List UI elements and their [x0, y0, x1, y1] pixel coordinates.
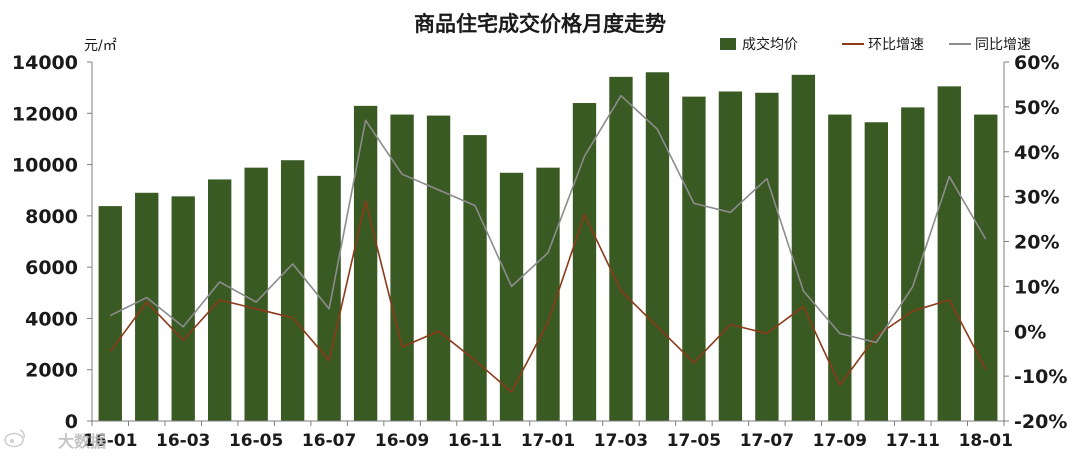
watermark: 大数据: [4, 429, 106, 451]
x-tick-label: 16-11: [448, 431, 502, 451]
y-tick-label: 6000: [25, 257, 78, 279]
bar: [718, 91, 743, 422]
y-tick-label: 8000: [25, 206, 78, 228]
bar: [463, 135, 487, 421]
y-axis-unit: 元/㎡: [84, 38, 117, 54]
x-tick-label: 16-01: [83, 431, 137, 451]
x-tick-label: 18-01: [959, 431, 1013, 451]
watermark-text: 大数据: [58, 432, 106, 451]
bar: [98, 206, 122, 421]
bar: [937, 86, 961, 422]
x-tick-label: 17-07: [740, 431, 794, 451]
y-tick-label: 14000: [12, 52, 78, 74]
y-tick-label: 10000: [12, 155, 78, 177]
x-tick-label: 17-05: [667, 431, 721, 451]
bar: [244, 167, 268, 421]
legend-label: 成交均价: [742, 36, 798, 53]
y2-tick-label: -20%: [1014, 411, 1067, 433]
legend: 成交均价 环比增速 同比增速: [720, 36, 1031, 53]
bar: [353, 105, 378, 421]
bar: [755, 92, 779, 422]
bar: [901, 107, 925, 421]
bar: [609, 76, 633, 422]
x-tick-label: 17-09: [813, 431, 867, 451]
legend-label: 同比增速: [975, 37, 1031, 53]
y2-tick-label: 30%: [1014, 187, 1059, 209]
y-tick-label: 2000: [25, 360, 78, 382]
y-tick-label: 4000: [25, 308, 78, 330]
y2-tick-label: 10%: [1014, 276, 1059, 298]
line-mom-series: [109, 200, 987, 393]
line-series: [109, 94, 987, 393]
bar: [499, 172, 524, 421]
bar: [171, 196, 195, 421]
line-yoy-series: [109, 94, 987, 344]
axes: 0 2000 4000 6000 8000 10000 12000 14000 -20% -10%…: [12, 52, 1067, 451]
x-tick-label: 16-09: [375, 431, 429, 451]
y2-tick-label: 40%: [1014, 142, 1059, 164]
legend-swatch: [720, 38, 736, 50]
bar: [317, 175, 341, 421]
x-tick-label: 17-01: [521, 431, 575, 451]
bar: [426, 115, 451, 421]
y2-tick-label: 0%: [1014, 321, 1046, 343]
bar: [645, 72, 670, 421]
bar: [828, 114, 852, 421]
bar: [536, 167, 560, 421]
y-tick-label: 12000: [12, 103, 78, 125]
x-tick-label: 16-05: [229, 431, 283, 451]
bar: [572, 103, 597, 421]
x-tick-label: 16-03: [156, 431, 210, 451]
y2-tick-label: 60%: [1014, 52, 1059, 74]
x-tick-label: 17-11: [886, 431, 940, 451]
weibo-logo-icon: [4, 429, 25, 448]
bar-series: [98, 72, 998, 422]
bar: [135, 192, 159, 421]
legend-label: 环比增速: [868, 37, 924, 53]
bar: [974, 114, 998, 421]
bar: [280, 160, 305, 421]
chart-title: 商品住宅成交价格月度走势: [414, 12, 666, 36]
x-tick-label: 16-07: [302, 431, 356, 451]
bar: [791, 74, 816, 421]
y-tick-label: 0: [65, 411, 78, 433]
y2-tick-label: 50%: [1014, 97, 1059, 119]
y2-tick-label: 20%: [1014, 232, 1059, 254]
bar: [864, 122, 888, 421]
y2-tick-label: -10%: [1014, 366, 1067, 388]
x-tick-label: 17-03: [594, 431, 648, 451]
bar: [682, 96, 706, 422]
bar: [390, 114, 414, 421]
